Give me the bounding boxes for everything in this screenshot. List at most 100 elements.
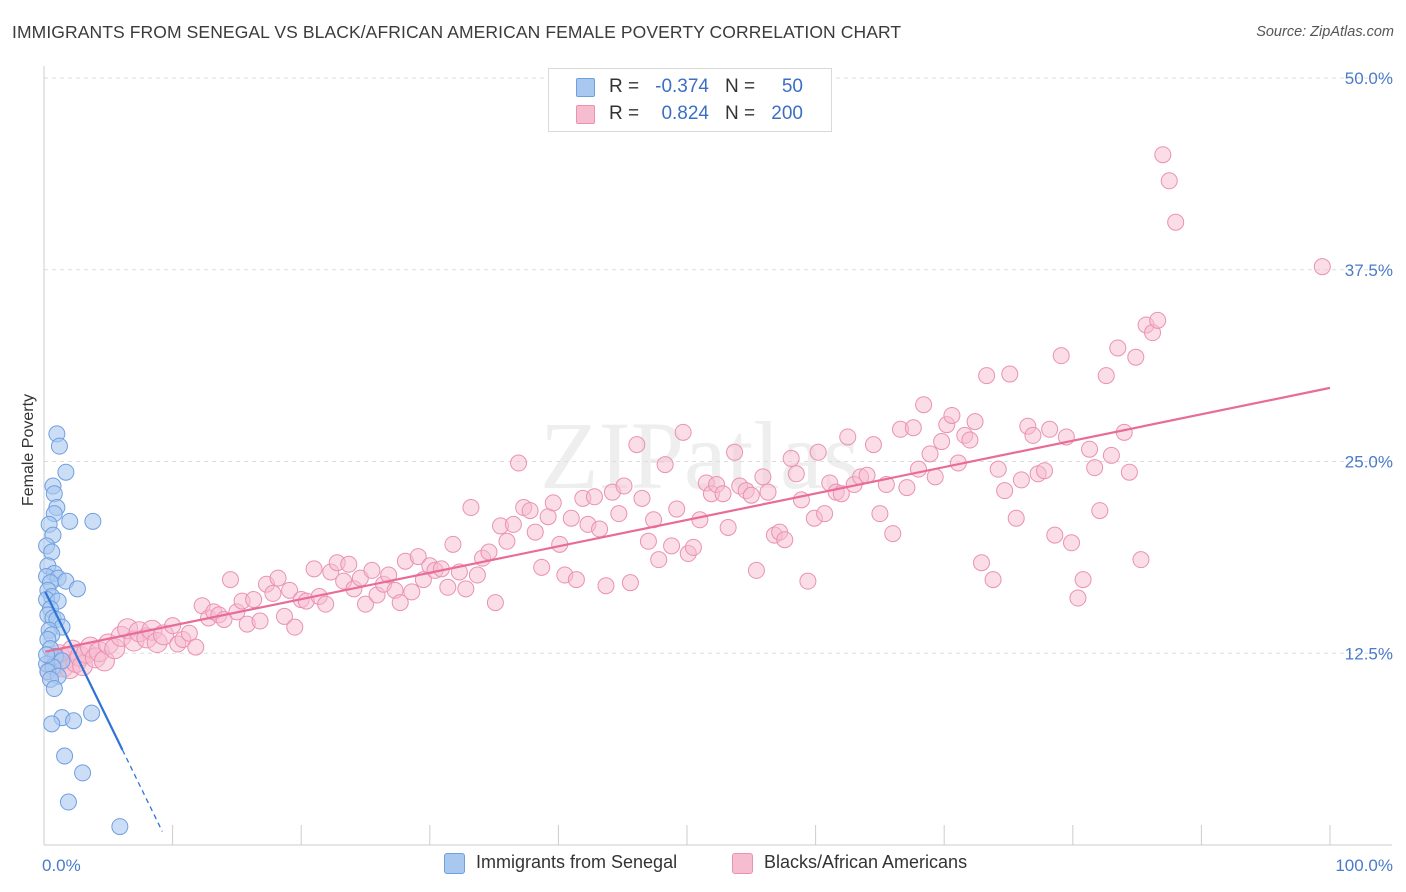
data-point-blacks-african-americans (663, 537, 681, 555)
data-point-immigrants-from-senegal (84, 512, 102, 530)
data-point-blacks-african-americans (340, 555, 358, 573)
legend-r-label: R = (609, 103, 640, 124)
data-point-blacks-african-americans (180, 624, 198, 642)
data-point-blacks-african-americans (943, 406, 961, 424)
data-point-blacks-african-americans (1149, 311, 1167, 329)
data-point-blacks-african-americans (989, 460, 1007, 478)
legend-n-label: N = (725, 103, 756, 124)
data-point-blacks-african-americans (439, 578, 457, 596)
legend-swatch-blue (576, 78, 595, 97)
data-point-blacks-african-americans (1154, 146, 1172, 164)
legend-label-black-african-american: Blacks/African Americans (764, 852, 968, 872)
trendline-immigrants-from-senegal (44, 591, 124, 751)
data-point-blacks-african-americans (391, 594, 409, 612)
data-point-blacks-african-americans (269, 569, 287, 587)
data-point-blacks-african-americans (816, 505, 834, 523)
legend-r-value: 0.824 (661, 103, 709, 124)
data-point-blacks-african-americans (610, 505, 628, 523)
source-label: Source: ZipAtlas.com (1256, 24, 1394, 40)
data-point-blacks-african-americans (759, 483, 777, 501)
data-point-blacks-african-americans (747, 561, 765, 579)
data-point-blacks-african-americans (1036, 462, 1054, 480)
data-point-blacks-african-americans (462, 499, 480, 517)
data-point-immigrants-from-senegal (57, 463, 75, 481)
series-blacks-african-americans (39, 146, 1331, 683)
data-point-blacks-african-americans (684, 538, 702, 556)
data-point-immigrants-from-senegal (61, 512, 79, 530)
data-point-blacks-african-americans (714, 485, 732, 503)
legend-swatch-pink (732, 853, 753, 874)
data-point-immigrants-from-senegal (111, 818, 129, 836)
data-point-blacks-african-americans (457, 580, 475, 598)
data-point-blacks-african-americans (782, 449, 800, 467)
data-point-blacks-african-americans (357, 595, 374, 613)
legend-row-senegal: R = -0.374 N = 50 (549, 74, 831, 100)
data-point-blacks-african-americans (668, 500, 686, 518)
legend-row-black-african-american: R = 0.824 N = 200 (549, 101, 831, 127)
y-tick-label: 25.0% (1345, 453, 1393, 472)
data-point-blacks-african-americans (1024, 426, 1042, 444)
data-point-blacks-african-americans (264, 584, 282, 602)
data-point-blacks-african-americans (403, 583, 421, 601)
data-point-blacks-african-americans (839, 428, 857, 446)
data-point-blacks-african-americans (972, 554, 990, 572)
data-point-blacks-african-americans (1001, 365, 1019, 383)
grid-lines (44, 77, 1392, 654)
data-point-blacks-african-americans (776, 531, 794, 549)
legend-n-label: N = (725, 76, 756, 97)
data-point-blacks-african-americans (1074, 571, 1092, 589)
data-point-blacks-african-americans (656, 456, 674, 474)
data-point-blacks-african-americans (585, 488, 603, 506)
data-point-blacks-african-americans (286, 618, 304, 636)
data-point-immigrants-from-senegal (65, 712, 83, 730)
y-tick-label: 50.0% (1345, 69, 1393, 88)
data-point-blacks-african-americans (544, 494, 562, 512)
data-point-blacks-african-americans (1091, 502, 1109, 520)
data-point-blacks-african-americans (533, 558, 551, 576)
data-point-blacks-african-americans (996, 482, 1014, 500)
data-point-blacks-african-americans (898, 479, 916, 497)
data-point-blacks-african-americans (468, 566, 486, 584)
data-point-immigrants-from-senegal (50, 437, 68, 455)
data-point-blacks-african-americans (1069, 589, 1087, 607)
y-axis-title-wrap: Female Poverty (14, 300, 44, 600)
axes (43, 66, 1392, 846)
data-point-blacks-african-americans (1007, 509, 1025, 527)
data-point-blacks-african-americans (409, 548, 427, 566)
data-point-blacks-african-americans (1012, 471, 1030, 489)
data-point-blacks-african-americans (915, 396, 933, 414)
data-point-blacks-african-americans (984, 571, 1002, 589)
data-point-blacks-african-americans (1102, 446, 1120, 464)
data-point-blacks-african-americans (961, 431, 979, 449)
data-point-blacks-african-americans (1046, 526, 1064, 544)
data-point-blacks-african-americans (521, 502, 539, 520)
data-point-blacks-african-americans (562, 509, 580, 527)
data-point-immigrants-from-senegal (83, 704, 101, 722)
data-point-blacks-african-americans (380, 566, 398, 584)
trendlines (44, 386, 1331, 832)
data-point-blacks-african-americans (498, 532, 516, 550)
data-point-blacks-african-americans (909, 460, 927, 478)
data-point-blacks-african-americans (1097, 367, 1115, 385)
data-point-blacks-african-americans (809, 443, 827, 461)
data-point-blacks-african-americans (510, 454, 528, 472)
data-point-blacks-african-americans (1313, 258, 1331, 276)
data-point-blacks-african-americans (251, 612, 269, 630)
x-tick-labels: 0.0% 100.0% (42, 856, 1393, 875)
data-point-immigrants-from-senegal (43, 715, 61, 733)
data-point-blacks-african-americans (621, 574, 639, 592)
data-point-blacks-african-americans (754, 468, 772, 486)
data-point-blacks-african-americans (275, 607, 293, 625)
data-point-blacks-african-americans (1167, 213, 1185, 231)
correlation-legend: R = -0.374 N = 50 R = 0.824 N = 200 (548, 68, 832, 132)
data-point-blacks-african-americans (904, 419, 922, 437)
data-point-blacks-african-americans (615, 477, 633, 495)
data-point-blacks-african-americans (591, 520, 609, 538)
data-point-blacks-african-americans (1120, 463, 1138, 481)
data-point-blacks-african-americans (726, 443, 744, 461)
data-point-immigrants-from-senegal (74, 764, 92, 782)
data-point-blacks-african-americans (650, 551, 668, 569)
data-point-blacks-african-americans (978, 367, 996, 385)
legend-r-value: -0.374 (655, 76, 709, 97)
